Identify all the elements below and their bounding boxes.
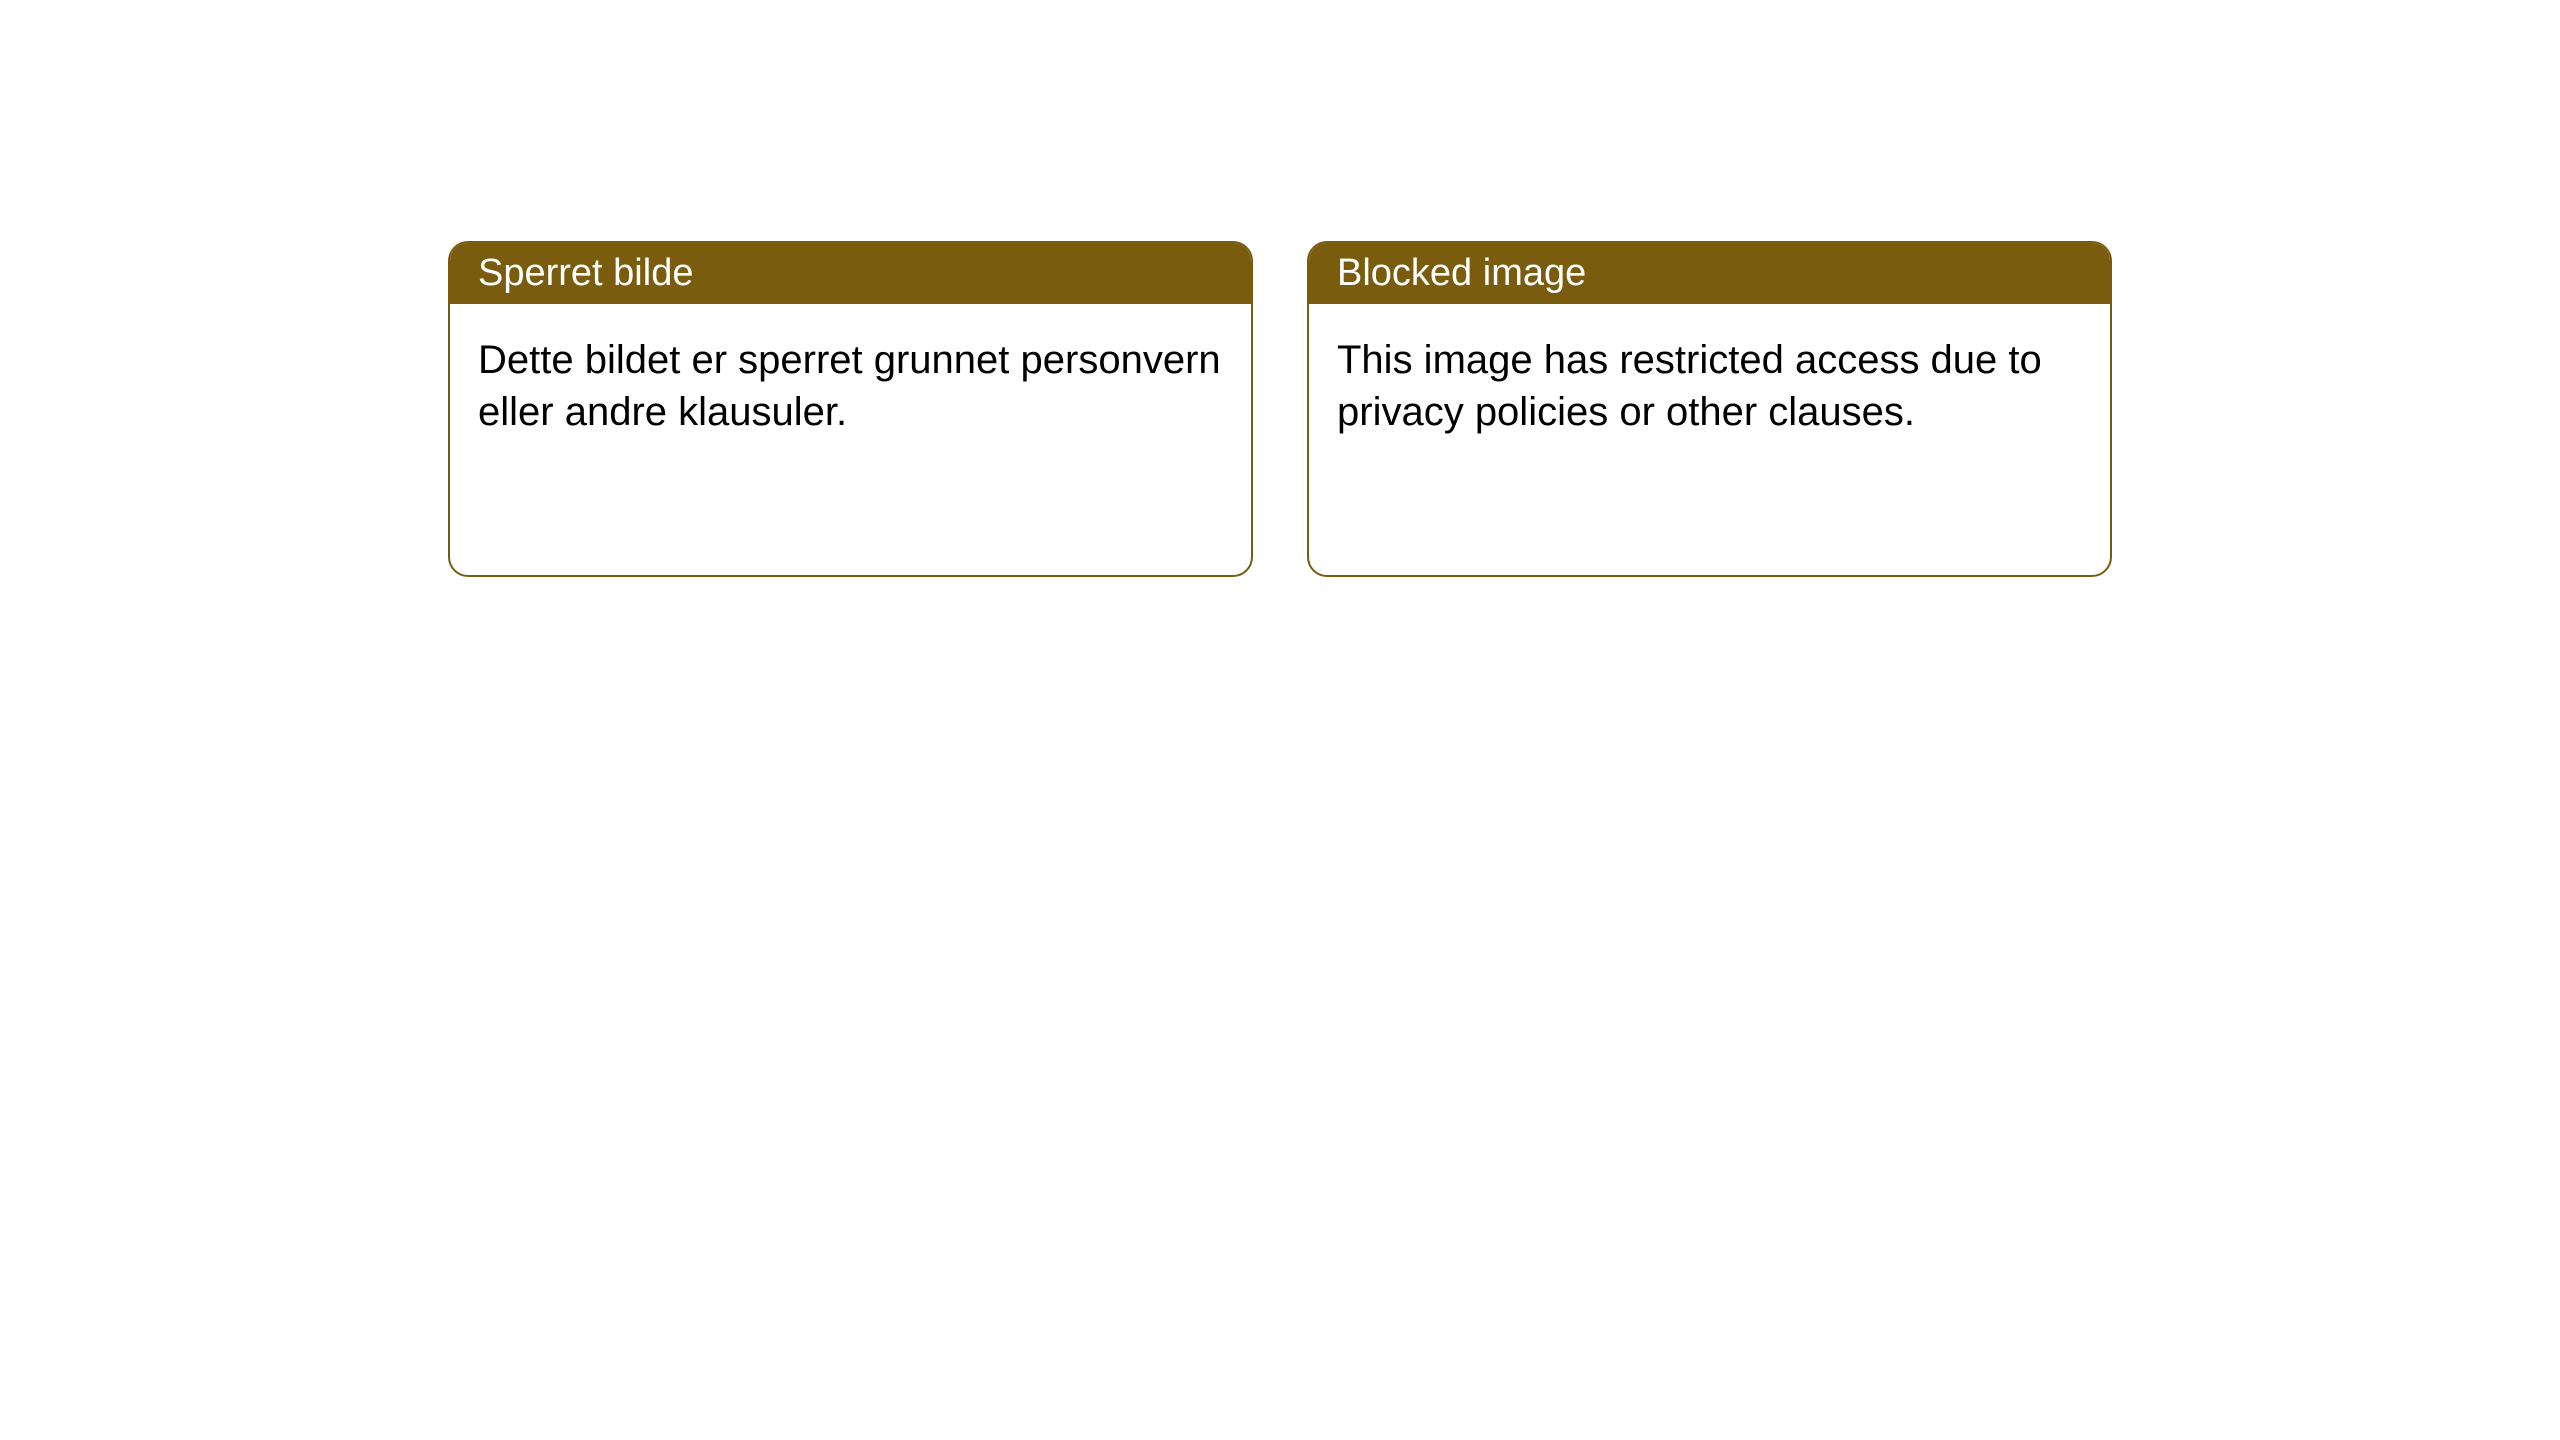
notice-title-english: Blocked image (1337, 252, 1586, 295)
notice-text-norwegian: Dette bildet er sperret grunnet personve… (478, 338, 1221, 434)
notice-header-norwegian: Sperret bilde (450, 243, 1251, 304)
notice-card-norwegian: Sperret bilde Dette bildet er sperret gr… (448, 241, 1253, 577)
notice-card-english: Blocked image This image has restricted … (1307, 241, 2112, 577)
notice-text-english: This image has restricted access due to … (1337, 338, 2042, 434)
notice-body-english: This image has restricted access due to … (1309, 304, 2110, 468)
notice-header-english: Blocked image (1309, 243, 2110, 304)
notice-body-norwegian: Dette bildet er sperret grunnet personve… (450, 304, 1251, 468)
notice-container: Sperret bilde Dette bildet er sperret gr… (448, 241, 2112, 577)
notice-title-norwegian: Sperret bilde (478, 252, 693, 295)
